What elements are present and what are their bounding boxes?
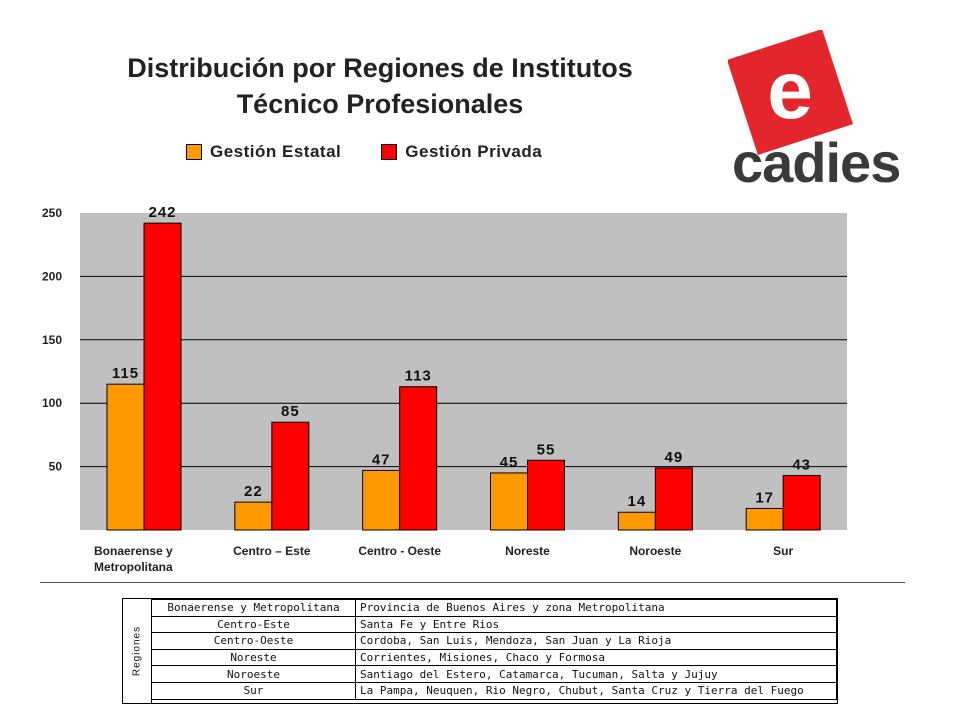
x-tick-label: Noroeste	[629, 544, 681, 558]
cadies-logo: e cadies	[728, 30, 901, 190]
x-tick-label: Noreste	[505, 544, 550, 558]
table-row: Centro-Oeste Cordoba, San Luis, Mendoza, …	[151, 632, 837, 650]
table-row: Bonaerense y Metropolitana Provincia de B…	[151, 599, 837, 617]
data-label: 242	[148, 204, 176, 221]
legend-swatch-privada	[381, 144, 398, 160]
x-tick-label: Sur	[773, 544, 793, 558]
data-label: 85	[281, 403, 300, 420]
legend-label-estatal: Gestión Estatal	[210, 142, 342, 161]
region-provinces-cell: Santiago del Estero, Catamarca, Tucuman,…	[355, 665, 837, 683]
legend-swatch-estatal	[186, 144, 202, 160]
separator-line	[40, 582, 905, 583]
bar	[106, 383, 145, 531]
legend-item-estatal: Gestión Estatal	[186, 142, 341, 162]
plot-area	[80, 213, 847, 530]
region-name-cell: Centro-Este	[151, 615, 356, 634]
data-label: 55	[537, 441, 556, 458]
y-tick-label: 150	[42, 333, 62, 347]
title-line-2: Técnico Profesionales	[236, 89, 524, 119]
legend-label-privada: Gestión Privada	[405, 142, 543, 161]
bar	[782, 474, 821, 531]
data-label: 49	[664, 449, 683, 466]
bar	[271, 421, 310, 531]
data-label: 22	[244, 483, 263, 500]
data-label: 43	[792, 456, 811, 473]
region-provinces-cell: Santa Fe y Entre Rios	[355, 615, 837, 634]
logo-e-letter: e	[767, 45, 813, 136]
bar	[490, 472, 528, 531]
data-label: 45	[500, 454, 519, 471]
region-provinces-cell: La Pampa, Neuquen, Rio Negro, Chubut, Sa…	[355, 681, 837, 700]
table-row: Centro-Este Santa Fe y Entre Rios	[151, 615, 837, 634]
region-provinces-cell: Cordoba, San Luis, Mendoza, San Juan y L…	[355, 632, 837, 650]
data-label: 47	[372, 451, 391, 468]
regions-table: Regiones Bonaerense y Metropolitana Provi…	[122, 598, 838, 704]
region-name-cell: Noroeste	[151, 665, 356, 683]
x-tick-label: Centro - Oeste	[358, 544, 441, 558]
bar-chart: 50 100 150 200 250 115 242 Bonaerense y Metropol…	[42, 204, 847, 574]
bar	[143, 222, 182, 531]
data-label: 14	[627, 493, 646, 510]
region-provinces-cell: Provincia de Buenos Aires y zona Metropo…	[355, 599, 837, 617]
table-row: Sur La Pampa, Neuquen, Rio Negro, Chubut,…	[151, 681, 837, 700]
table-row: Noroeste Santiago del Estero, Catamarca, …	[151, 665, 837, 683]
table-row: Noreste Corrientes, Misiones, Chaco y For…	[151, 648, 837, 667]
bar	[654, 467, 693, 531]
region-name-cell: Bonaerense y Metropolitana	[151, 599, 356, 617]
region-name-cell: Sur	[151, 681, 356, 700]
region-provinces-cell: Corrientes, Misiones, Chaco y Formosa	[355, 648, 837, 667]
bar	[527, 459, 565, 531]
y-tick-label: 100	[42, 396, 62, 410]
y-tick-label: 50	[49, 460, 63, 474]
bar	[617, 511, 656, 531]
bar	[399, 386, 438, 531]
bar	[745, 507, 784, 531]
region-name-cell: Noreste	[151, 648, 356, 667]
x-tick-label: Bonaerense y Metropolitana	[94, 544, 173, 574]
y-tick-label: 250	[42, 206, 62, 220]
legend-item-privada: Gestión Privada	[381, 142, 542, 162]
logo-text: cadies	[732, 131, 900, 190]
regions-grid: Bonaerense y Metropolitana Provincia de B…	[151, 599, 837, 700]
data-label: 113	[405, 368, 432, 385]
bar	[234, 501, 273, 531]
chart-title: Distribución por Regiones de Institutos …	[60, 50, 700, 122]
y-tick-label: 200	[42, 269, 62, 283]
region-name-cell: Centro-Oeste	[151, 632, 356, 650]
regions-header-cell: Regiones	[123, 599, 152, 703]
data-label: 115	[112, 365, 139, 382]
regions-header: Regiones	[131, 625, 143, 677]
x-tick-label: Centro – Este	[233, 544, 311, 558]
bar	[362, 469, 401, 531]
legend: Gestión Estatal Gestión Privada	[186, 141, 582, 163]
title-line-1: Distribución por Regiones de Institutos	[127, 53, 633, 83]
data-label: 17	[755, 489, 774, 506]
